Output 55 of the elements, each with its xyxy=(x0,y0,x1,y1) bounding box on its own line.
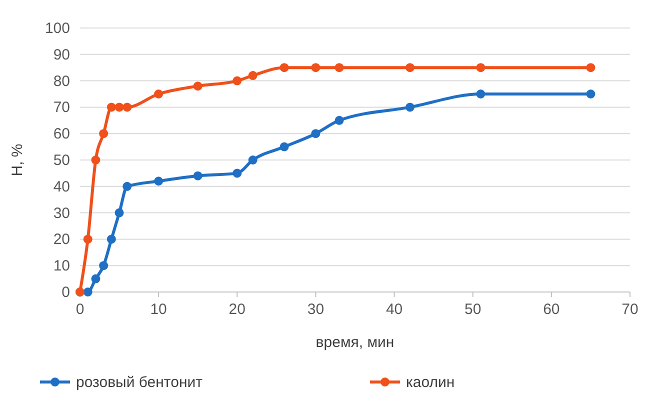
x-tick-label: 30 xyxy=(307,301,324,318)
y-tick-label: 50 xyxy=(53,152,70,169)
y-tick-label: 70 xyxy=(53,99,70,116)
point xyxy=(334,116,344,125)
y-tick-label: 30 xyxy=(53,204,70,222)
point xyxy=(91,156,100,164)
point xyxy=(586,90,596,98)
y-tick-label: 100 xyxy=(44,20,70,37)
point xyxy=(122,182,132,191)
y-tick-label: 20 xyxy=(53,231,70,248)
x-tick-label: 0 xyxy=(76,301,84,318)
point xyxy=(311,63,320,72)
point xyxy=(154,176,164,186)
point xyxy=(334,63,344,72)
y-tick-label: 0 xyxy=(62,284,70,301)
legend-label: каолин xyxy=(406,374,455,391)
x-tick-label: 70 xyxy=(622,301,638,318)
point xyxy=(280,142,289,152)
point xyxy=(154,90,164,98)
point xyxy=(91,274,100,284)
point xyxy=(122,102,132,112)
y-tick-label: 60 xyxy=(53,126,70,143)
point xyxy=(106,102,116,112)
point xyxy=(83,288,92,296)
point xyxy=(586,63,596,72)
point xyxy=(311,129,320,138)
point xyxy=(193,171,202,180)
point xyxy=(106,234,116,244)
point xyxy=(476,90,486,98)
point xyxy=(99,129,108,138)
point xyxy=(114,208,124,218)
point xyxy=(232,76,242,86)
point xyxy=(476,63,486,72)
point xyxy=(193,82,202,91)
point xyxy=(99,261,108,270)
y-axis-title: H, % xyxy=(9,144,26,176)
x-axis-title: время, мин xyxy=(316,334,394,351)
x-tick-label: 50 xyxy=(464,301,482,318)
x-tick-label: 40 xyxy=(386,301,403,318)
legend-label: розовый бентонит xyxy=(76,374,203,391)
point xyxy=(280,63,289,72)
y-tick-label: 90 xyxy=(53,46,70,64)
x-tick-label: 10 xyxy=(150,301,167,318)
point xyxy=(406,102,414,112)
point xyxy=(83,234,92,244)
x-tick-label: 60 xyxy=(543,301,560,318)
point xyxy=(406,63,414,72)
y-tick-label: 10 xyxy=(53,258,70,275)
point xyxy=(232,168,242,178)
x-tick-label: 20 xyxy=(228,301,246,318)
point xyxy=(114,102,124,112)
point xyxy=(248,156,258,164)
y-tick-label: 40 xyxy=(53,178,70,196)
point xyxy=(248,71,258,80)
y-tick-label: 80 xyxy=(53,72,70,90)
